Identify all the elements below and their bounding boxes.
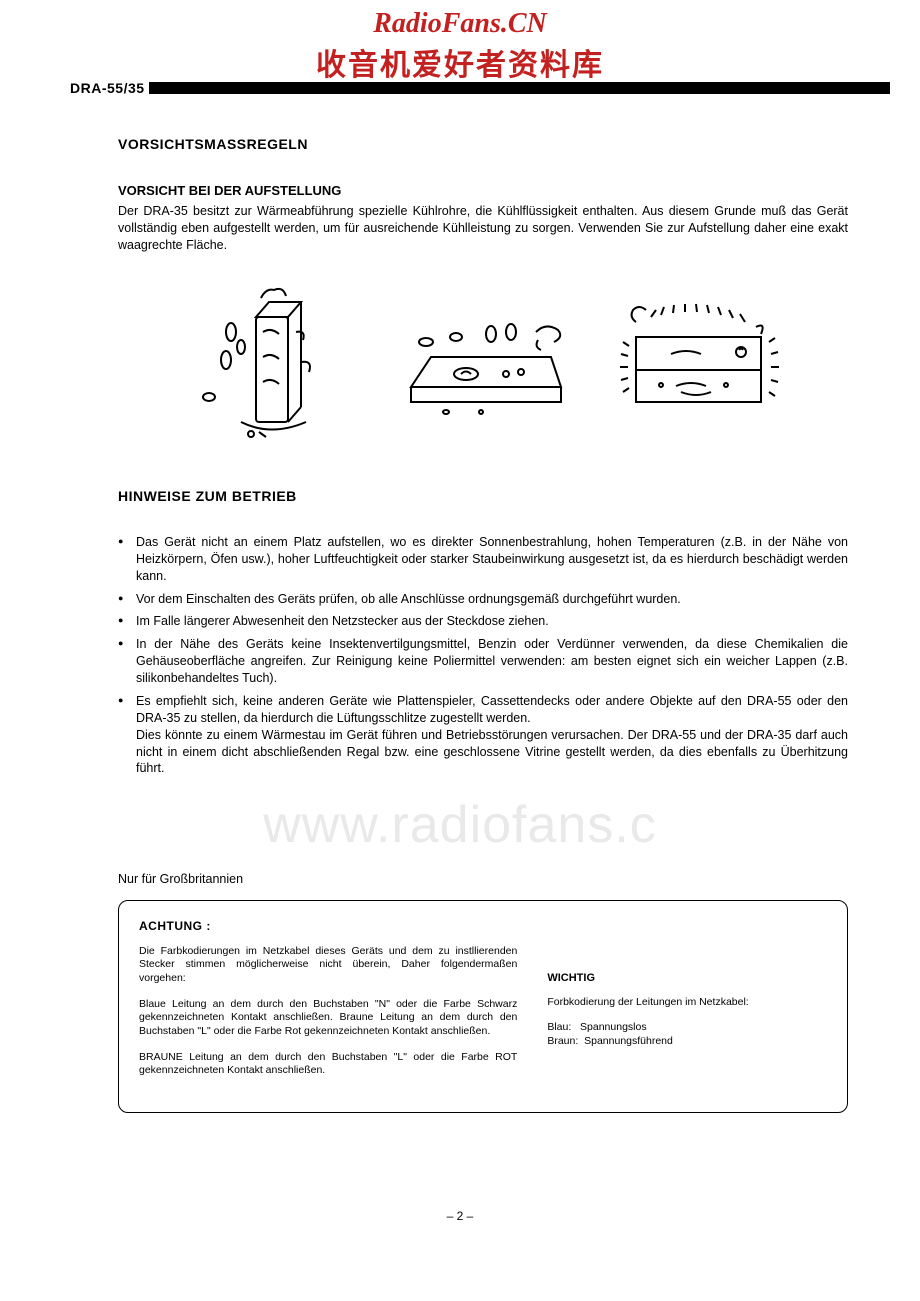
illustration-1 xyxy=(171,282,366,442)
page-content: VORSICHTSMASSREGELN VORSICHT BEI DER AUF… xyxy=(118,135,848,1113)
achtung-p3: BRAUNE Leitung an dem durch den Buchstab… xyxy=(139,1051,517,1078)
illustration-row xyxy=(118,282,848,442)
list-item: Im Falle längerer Abwesenheit den Netzst… xyxy=(118,613,848,630)
section2-title: HINWEISE ZUM BETRIEB xyxy=(118,487,848,506)
wichtig-lines: Blau: Spannungslos Braun: Spannungsführe… xyxy=(547,1021,827,1048)
achtung-frame: ACHTUNG : Die Farbkodierungen im Netzkab… xyxy=(118,900,848,1113)
achtung-p1: Die Farbkodierungen im Netzkabel dieses … xyxy=(139,945,517,986)
illustration-2 xyxy=(386,282,581,442)
list-item: Vor dem Einschalten des Geräts prüfen, o… xyxy=(118,591,848,608)
section1-subtitle: VORSICHT BEI DER AUFSTELLUNG xyxy=(118,182,848,200)
gb-note: Nur für Großbritannien xyxy=(118,871,848,888)
watermark-top: RadioFans.CN 收音机爱好者资料库 xyxy=(0,8,920,84)
watermark-line1: RadioFans.CN xyxy=(0,8,920,40)
list-item: Das Gerät nicht an einem Platz aufstelle… xyxy=(118,534,848,585)
wichtig-title: WICHTIG xyxy=(547,971,827,985)
list-item: In der Nähe des Geräts keine Insektenver… xyxy=(118,636,848,687)
model-label: DRA-55/35 xyxy=(70,80,149,96)
achtung-title: ACHTUNG : xyxy=(139,919,517,935)
illustration-3 xyxy=(601,282,796,442)
section1-body: Der DRA-35 besitzt zur Wärmeabführung sp… xyxy=(118,203,848,254)
hinweise-list: Das Gerät nicht an einem Platz aufstelle… xyxy=(118,534,848,777)
achtung-right: WICHTIG Forbkodierung der Leitungen im N… xyxy=(547,919,827,1090)
achtung-p2: Blaue Leitung an dem durch den Buchstabe… xyxy=(139,998,517,1039)
header-bar xyxy=(70,82,890,94)
list-item: Es empfiehlt sich, keine anderen Geräte … xyxy=(118,693,848,777)
section1-title: VORSICHTSMASSREGELN xyxy=(118,135,848,154)
achtung-left: ACHTUNG : Die Farbkodierungen im Netzkab… xyxy=(139,919,517,1090)
page-number: – 2 – xyxy=(0,1209,920,1223)
watermark-line2: 收音机爱好者资料库 xyxy=(0,40,920,84)
wichtig-sub: Forbkodierung der Leitungen im Netzkabel… xyxy=(547,996,827,1010)
